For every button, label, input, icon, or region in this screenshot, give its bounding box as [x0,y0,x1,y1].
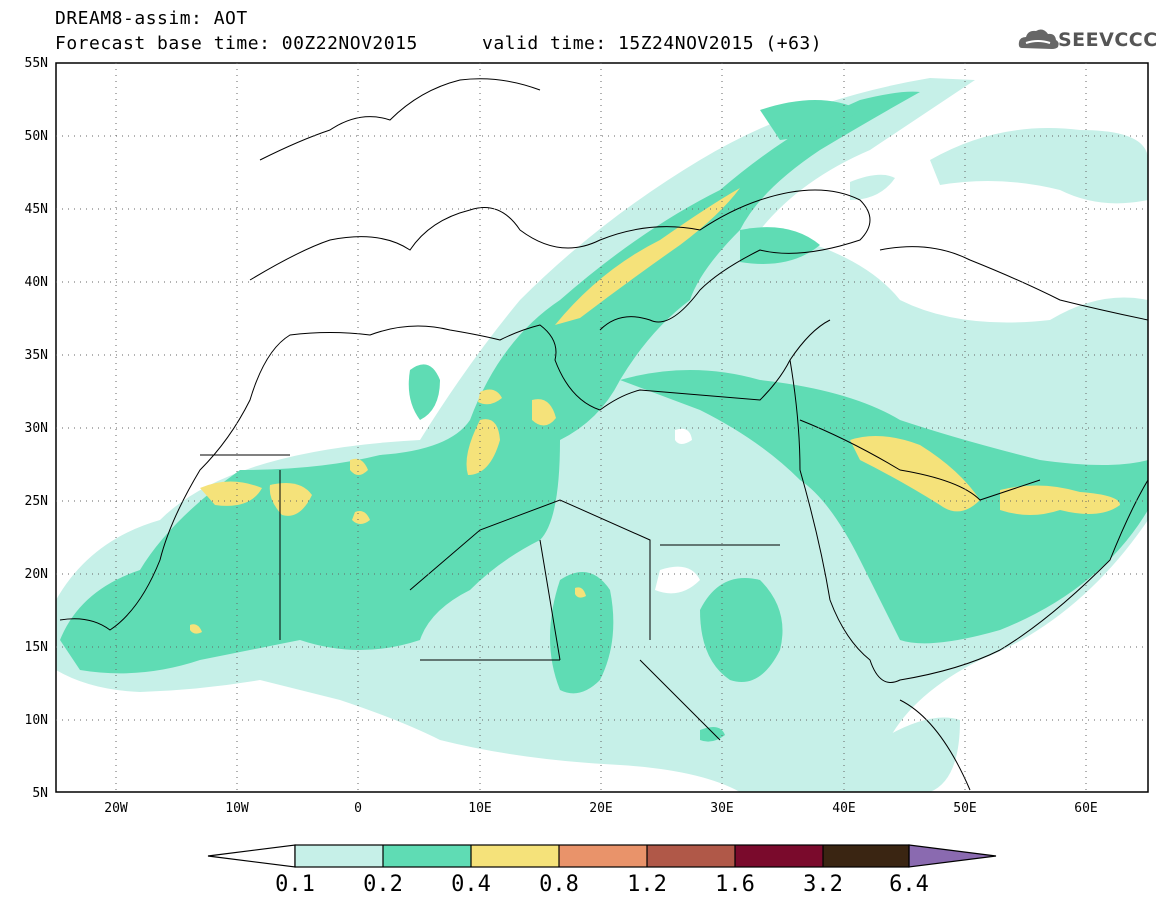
title-valid-time: valid time: 15Z24NOV2015 (+63) [482,33,823,54]
lat-label: 20N [25,567,48,582]
lon-label: 20W [104,801,128,816]
lat-label: 25N [25,494,48,509]
lat-label: 15N [25,640,48,655]
lon-label: 40E [832,801,855,816]
lon-label: 10E [468,801,491,816]
colorbar-level-label: 3.2 [803,872,843,897]
colorbar-level-label: 1.2 [627,872,667,897]
lon-label: 10W [225,801,249,816]
lat-label: 55N [25,56,48,71]
gridlines [56,63,1148,792]
colorbar-level-label: 1.6 [715,872,755,897]
colorbar [207,844,997,868]
colorbar-level-label: 0.2 [363,872,403,897]
colorbar-swatch [647,845,735,867]
aot-field [56,78,1148,792]
cloud-icon [1018,29,1059,49]
lon-label: 30E [710,801,733,816]
lat-label: 45N [25,202,48,217]
logo-text: SEEVCCC [1058,29,1158,51]
lon-label: 20E [589,801,612,816]
colorbar-high-arrow [908,844,997,868]
colorbar-swatch [295,845,383,867]
lon-labels: 20W 10W 0 10E 20E 30E 40E 50E 60E [104,801,1097,816]
colorbar-swatch [735,845,823,867]
colorbar-swatch [823,845,909,867]
lat-label: 35N [25,348,48,363]
coastlines [59,78,1148,791]
lat-label: 5N [32,786,48,801]
colorbar-level-label: 0.4 [451,872,491,897]
title-base-time: Forecast base time: 00Z22NOV2015 [55,33,418,54]
title-variable: DREAM8-assim: AOT [55,8,248,29]
colorbar-swatch [471,845,559,867]
colorbar-swatch [559,845,647,867]
lat-labels: 55N 50N 45N 40N 35N 30N 25N 20N 15N 10N … [25,56,48,801]
lon-label: 60E [1074,801,1097,816]
lat-label: 50N [25,129,48,144]
lat-label: 10N [25,713,48,728]
lon-label: 50E [953,801,976,816]
colorbar-level-label: 0.1 [275,872,315,897]
lon-label: 0 [354,801,362,816]
colorbar-level-label: 0.8 [539,872,579,897]
colorbar-low-arrow [207,844,296,868]
colorbar-swatch [383,845,471,867]
lat-label: 30N [25,421,48,436]
lat-label: 40N [25,275,48,290]
colorbar-level-label: 6.4 [889,872,929,897]
